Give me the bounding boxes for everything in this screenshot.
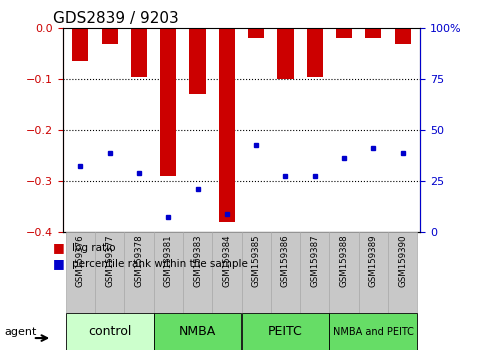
Text: GSM159388: GSM159388 [340,234,349,287]
FancyBboxPatch shape [212,232,242,313]
FancyBboxPatch shape [95,232,124,313]
Bar [395,28,411,44]
Bar [72,28,88,61]
Text: NMBA: NMBA [179,325,216,338]
Bar [189,28,206,95]
Text: GSM159385: GSM159385 [252,234,261,287]
Text: GSM159377: GSM159377 [105,234,114,287]
Bar [242,313,329,350]
Text: GSM159386: GSM159386 [281,234,290,287]
Bar [248,28,264,39]
Text: GSM159384: GSM159384 [222,234,231,287]
Bar [329,313,417,350]
FancyBboxPatch shape [329,232,359,313]
Text: GSM159381: GSM159381 [164,234,173,287]
Text: PEITC: PEITC [268,325,303,338]
Text: percentile rank within the sample: percentile rank within the sample [72,259,248,269]
Bar [101,28,118,44]
Bar [131,28,147,77]
Bar [160,28,176,176]
Bar [219,28,235,222]
Bar [336,28,352,39]
Text: control: control [88,325,131,338]
Text: GDS2839 / 9203: GDS2839 / 9203 [53,11,179,25]
Bar [154,313,242,350]
Bar [66,313,154,350]
Bar [277,28,294,79]
Bar [365,28,382,39]
FancyBboxPatch shape [271,232,300,313]
Text: GSM159378: GSM159378 [134,234,143,287]
Text: GSM159390: GSM159390 [398,234,407,287]
Text: ■: ■ [53,257,65,270]
FancyBboxPatch shape [154,232,183,313]
FancyBboxPatch shape [242,232,271,313]
FancyBboxPatch shape [388,232,417,313]
Text: agent: agent [5,327,37,337]
Text: GSM159389: GSM159389 [369,234,378,287]
Text: GSM159376: GSM159376 [76,234,85,287]
FancyBboxPatch shape [124,232,154,313]
Text: ■: ■ [53,241,65,254]
FancyBboxPatch shape [183,232,212,313]
Bar [307,28,323,77]
FancyBboxPatch shape [300,232,329,313]
Text: GSM159383: GSM159383 [193,234,202,287]
FancyBboxPatch shape [359,232,388,313]
Text: GSM159387: GSM159387 [310,234,319,287]
FancyBboxPatch shape [66,232,95,313]
Text: log ratio: log ratio [72,243,116,253]
Text: NMBA and PEITC: NMBA and PEITC [333,327,414,337]
